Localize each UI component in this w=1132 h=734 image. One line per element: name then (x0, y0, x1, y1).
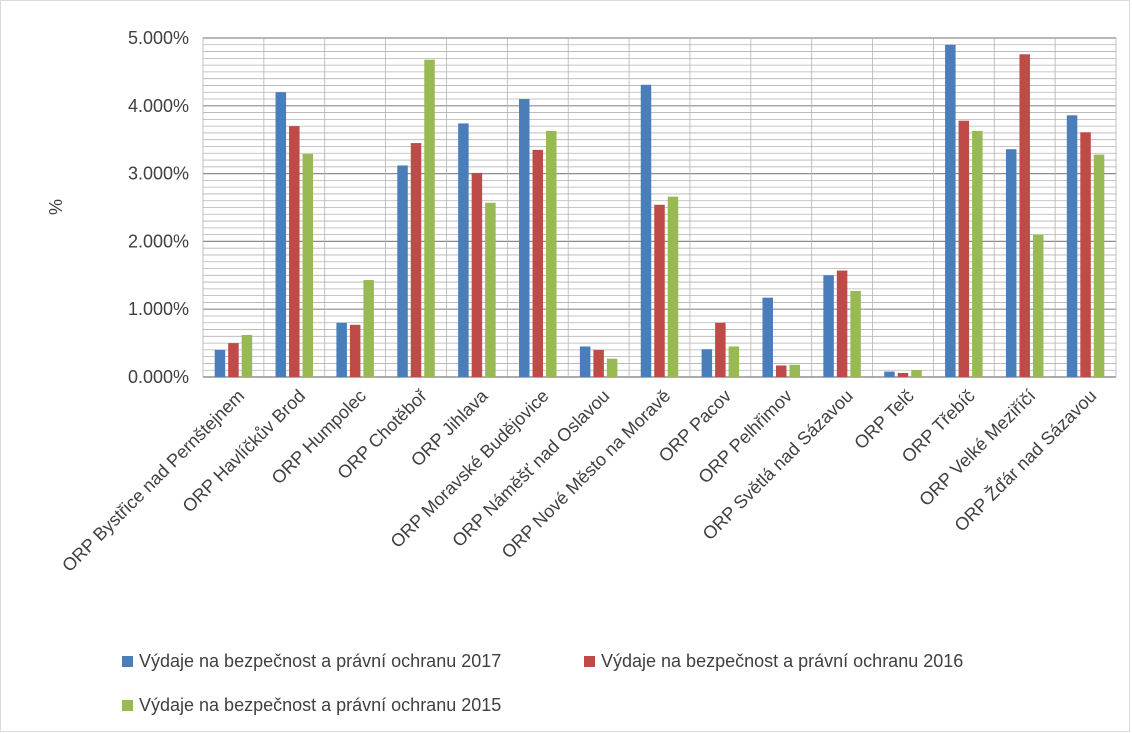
bar-2017 (458, 123, 469, 377)
bar-2017 (579, 346, 591, 377)
y-axis-label: % (46, 199, 66, 215)
bar-2017 (640, 84, 652, 378)
bar-2016 (289, 126, 300, 377)
bar-2017 (884, 371, 895, 377)
bar-2017 (397, 165, 408, 377)
bar-2015 (667, 196, 679, 377)
bar-2015 (606, 358, 618, 377)
y-tick-label: 1.000% (128, 299, 189, 319)
y-tick-label: 4.000% (128, 96, 189, 116)
bar-2017 (823, 275, 834, 377)
bar-2017 (1005, 149, 1017, 377)
bar-2017 (762, 297, 773, 377)
x-tick-label: ORP Velké Meziříčí (915, 386, 1039, 510)
y-axis-ticks: 0.000% 1.000% 2.000% 3.000% 4.000% 5.000% (128, 28, 189, 387)
legend-swatch-2017 (122, 656, 133, 667)
bar-2015 (546, 130, 557, 377)
y-tick-label: 5.000% (128, 28, 189, 48)
bar-2016 (836, 270, 848, 377)
y-tick-label: 3.000% (128, 164, 189, 184)
legend-swatch-2015 (122, 700, 133, 711)
bar-2016 (958, 120, 970, 377)
bar-2016 (897, 372, 909, 377)
bar-2015 (1093, 154, 1105, 377)
bar-2017 (214, 349, 226, 377)
bar-2016 (593, 349, 604, 377)
bar-2016 (1080, 132, 1091, 377)
bar-2016 (715, 322, 726, 377)
y-tick-label: 0.000% (128, 367, 189, 387)
bar-2015 (850, 290, 861, 377)
bar-2017 (519, 99, 530, 378)
y-tick-label: 2.000% (128, 231, 189, 251)
bar-2015 (911, 370, 922, 377)
bar-2017 (336, 322, 347, 377)
legend-swatch-2016 (584, 656, 595, 667)
bar-2016 (654, 204, 665, 377)
bar-2015 (485, 202, 496, 377)
bar-2015 (972, 130, 983, 377)
legend-label-2017: Výdaje na bezpečnost a právní ochranu 20… (139, 651, 502, 671)
legend-item-2015: Výdaje na bezpečnost a právní ochranu 20… (122, 695, 501, 716)
legend-label-2016: Výdaje na bezpečnost a právní ochranu 20… (601, 651, 964, 671)
bar-2016 (410, 143, 422, 377)
bar-2017 (945, 44, 956, 377)
bar-2017 (1066, 115, 1078, 378)
bar-2016 (349, 324, 361, 377)
bar-2016 (1019, 54, 1030, 377)
bar-2015 (728, 346, 740, 377)
bar-2016 (532, 149, 544, 377)
bar-2015 (424, 59, 435, 378)
bar-2017 (275, 92, 287, 378)
bar-2015 (241, 334, 253, 377)
bar-2016 (471, 172, 483, 377)
bar-2016 (775, 365, 787, 377)
legend-item-2016: Výdaje na bezpečnost a právní ochranu 20… (584, 651, 963, 672)
bars (214, 44, 1105, 378)
bar-2015 (363, 280, 374, 377)
bar-2015 (1032, 234, 1044, 377)
bar-2016 (228, 343, 239, 377)
bar-2015 (302, 153, 314, 377)
bar-2015 (789, 364, 800, 377)
legend-item-2017: Výdaje na bezpečnost a právní ochranu 20… (122, 651, 501, 672)
legend-label-2015: Výdaje na bezpečnost a právní ochranu 20… (139, 695, 502, 715)
bar-2017 (701, 349, 713, 377)
